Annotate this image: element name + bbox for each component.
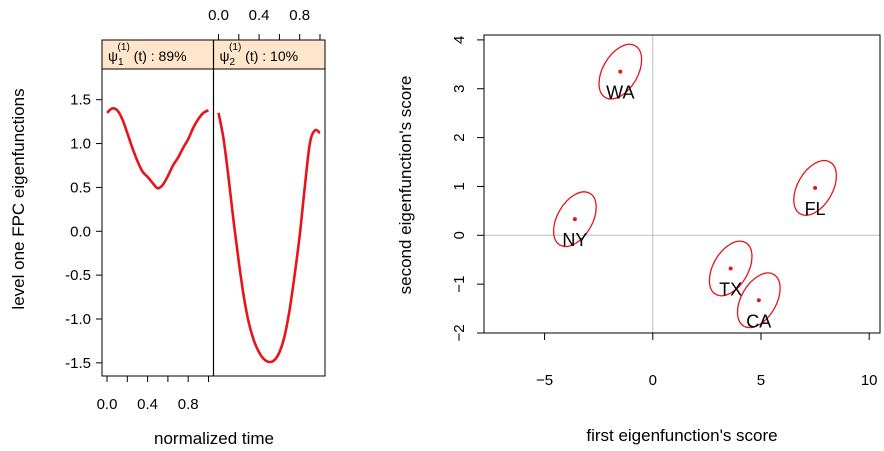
eigenfunction-panels <box>106 40 321 376</box>
panel-strip-label: ψ1(1) (t) : 89% <box>108 42 187 68</box>
eigenfunction-lattice-plot: ψ1(1) (t) : 89% ψ2(1) (t) : 10% -1.5-1.0-… <box>9 7 326 448</box>
y-tick-label: −2 <box>451 324 468 341</box>
confidence-ellipse <box>598 43 643 100</box>
y-tick-label: -0.5 <box>65 267 91 284</box>
state-label: WA <box>606 83 634 103</box>
panel-strip-label: ψ2(1) (t) : 10% <box>220 42 299 68</box>
y-tick-label: 0.5 <box>70 179 91 196</box>
y-tick-label: -1.0 <box>65 311 91 328</box>
right-y-axis: −2 −1 0 1 2 3 4 <box>451 36 484 342</box>
confidence-ellipse <box>708 240 753 297</box>
left-x-axis-bottom: 0.0 0.4 0.8 <box>97 376 209 413</box>
eigenfunction-curve <box>106 107 210 190</box>
score-point <box>813 185 818 190</box>
left-y-axis: -1.5 -1.0 -0.5 0.0 0.5 1.0 1.5 <box>65 92 102 372</box>
confidence-ellipse <box>793 159 838 216</box>
score-point <box>728 266 733 271</box>
left-y-axis-title: level one FPC eigenfunctions <box>9 88 28 309</box>
x-tick-label: 5 <box>757 372 765 389</box>
y-tick-label: 1.5 <box>70 92 91 109</box>
x-tick-label: 0.4 <box>137 396 158 413</box>
state-label: TX <box>719 280 742 300</box>
y-tick-label: 3 <box>451 85 468 93</box>
confidence-ellipse <box>552 191 597 248</box>
right-y-axis-title: second eigenfunction's score <box>396 76 415 295</box>
plot-frame <box>483 34 881 334</box>
left-x-axis-top: 0.0 0.4 0.8 <box>208 7 321 40</box>
y-tick-label: -1.5 <box>65 355 91 372</box>
x-tick-label: −5 <box>536 372 553 389</box>
confidence-ellipse <box>736 272 781 329</box>
y-tick-label: 0.0 <box>70 223 91 240</box>
x-tick-label: 0 <box>649 372 657 389</box>
score-point <box>572 217 577 222</box>
state-label: NY <box>562 230 587 250</box>
x-tick-label: 0.8 <box>178 396 199 413</box>
y-tick-label: −1 <box>451 276 468 293</box>
score-point <box>756 298 761 303</box>
x-tick-label-top: 0.8 <box>289 7 310 24</box>
panel-strips: ψ1(1) (t) : 89% ψ2(1) (t) : 10% <box>101 39 326 70</box>
x-tick-label: 0.0 <box>97 396 118 413</box>
right-x-axis-title: first eigenfunction's score <box>586 426 777 445</box>
panel-strip <box>213 39 326 70</box>
confidence-ellipses <box>552 43 838 329</box>
score-point <box>618 69 623 74</box>
eigenfunction-curve <box>217 112 321 364</box>
state-label: FL <box>805 199 826 219</box>
y-tick-label: 4 <box>451 36 468 44</box>
x-tick-label-top: 0.4 <box>249 7 270 24</box>
left-x-axis-title: normalized time <box>154 429 274 448</box>
y-tick-label: 0 <box>451 231 468 239</box>
right-x-axis: −5 0 5 10 <box>536 333 878 389</box>
y-tick-label: 2 <box>451 133 468 141</box>
y-tick-label: 1 <box>451 182 468 190</box>
x-tick-label-top: 0.0 <box>208 7 229 24</box>
x-tick-label: 10 <box>861 372 878 389</box>
panel-strip <box>101 39 214 70</box>
state-label: CA <box>746 311 771 331</box>
score-points <box>572 69 818 303</box>
reference-lines <box>484 35 880 333</box>
y-tick-label: 1.0 <box>70 136 91 153</box>
